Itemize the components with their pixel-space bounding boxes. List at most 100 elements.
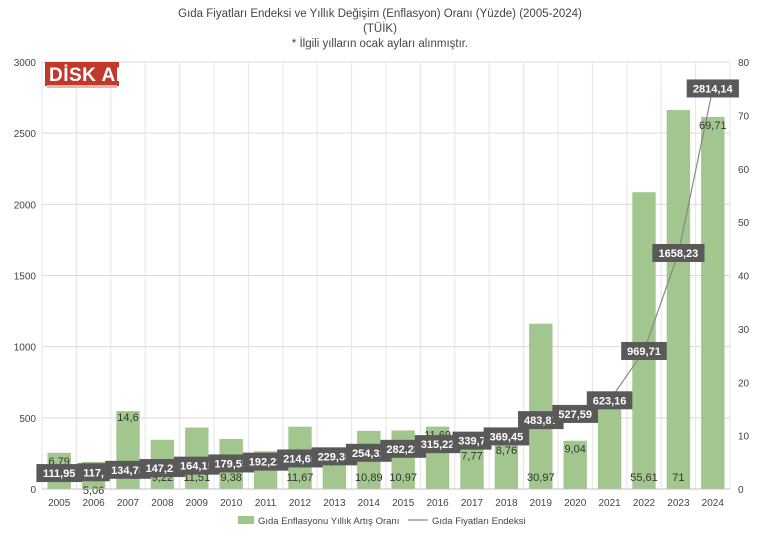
chart-title-block: Gıda Fiyatları Endeksi ve Yıllık Değişim… xyxy=(178,8,582,50)
x-tick-2017: 2017 xyxy=(461,498,484,509)
bar-2023 xyxy=(666,110,691,489)
bar-2018 xyxy=(494,442,519,489)
chart-title: Gıda Fiyatları Endeksi ve Yıllık Değişim… xyxy=(178,8,582,20)
y-left-tick: 2000 xyxy=(14,200,37,211)
line-label-text: 192,22 xyxy=(249,457,283,469)
x-tick-2022: 2022 xyxy=(633,498,656,509)
line-label-box xyxy=(208,454,254,473)
line-label-box xyxy=(77,463,110,482)
bar-label-2020: 9,04 xyxy=(564,444,585,456)
x-tick-2006: 2006 xyxy=(82,498,105,509)
line-label-2021: 623,16 xyxy=(586,391,633,410)
x-tick-2010: 2010 xyxy=(220,498,243,509)
bar-label-2006: 5,06 xyxy=(83,485,104,497)
bar-2021 xyxy=(597,392,622,489)
line-label-text: 111,95 xyxy=(43,468,75,480)
line-label-box xyxy=(380,439,426,458)
y-right-tick: 30 xyxy=(738,325,750,336)
x-tick-2013: 2013 xyxy=(323,498,346,509)
line-label-box xyxy=(586,391,633,410)
bar-label-2019: 30,97 xyxy=(527,472,555,484)
x-tick-2019: 2019 xyxy=(530,498,553,509)
line-label-2018: 369,45 xyxy=(483,427,530,446)
bar-label-2014: 10,89 xyxy=(355,472,383,484)
line-label-text: 1658,23 xyxy=(659,248,699,260)
line-label-box xyxy=(452,431,492,450)
line-label-text: 254,32 xyxy=(352,448,386,460)
line-label-box xyxy=(242,452,289,471)
line-label-text: 339,7 xyxy=(458,436,486,448)
line-label-2017: 339,7 xyxy=(452,431,492,450)
y-left-tick: 2500 xyxy=(14,129,37,140)
line-label-text: 229,35 xyxy=(318,451,352,463)
line-label-box xyxy=(621,341,667,360)
bar-2020 xyxy=(563,440,587,489)
line-label-2011: 192,22 xyxy=(242,452,289,471)
line-label-box xyxy=(686,79,739,98)
line-label-text: 179,55 xyxy=(214,458,248,470)
x-tick-2005: 2005 xyxy=(48,498,71,509)
line-label-box xyxy=(139,459,186,478)
y-left-tick: 1000 xyxy=(14,343,37,354)
bar-label-2015: 10,97 xyxy=(389,472,417,484)
x-tick-2024: 2024 xyxy=(702,498,725,509)
line-label-2005: 111,95 xyxy=(36,464,82,483)
bar-2024 xyxy=(701,116,725,489)
legend-swatch-bar xyxy=(238,516,254,524)
line-label-box xyxy=(174,456,220,475)
line-label-2012: 214,65 xyxy=(277,449,323,468)
line-label-2009: 164,15 xyxy=(174,456,220,475)
y-right-tick: 10 xyxy=(738,432,750,443)
y-right-tick: 40 xyxy=(738,272,750,283)
y-right-tick: 70 xyxy=(738,111,750,122)
bar-label-2022: 55,61 xyxy=(630,472,658,484)
logo: DİSK AR xyxy=(45,62,130,88)
y-right-tick: 80 xyxy=(738,58,750,69)
x-tick-2008: 2008 xyxy=(151,498,174,509)
bar-label-2012: 11,67 xyxy=(287,472,314,484)
line-label-text: 117, xyxy=(83,467,104,479)
x-tick-2015: 2015 xyxy=(392,498,415,509)
line-label-box xyxy=(652,243,705,262)
line-label-text: 369,45 xyxy=(490,431,524,443)
bar-label-2023: 71 xyxy=(672,472,684,484)
logo-text: DİSK AR xyxy=(49,65,130,86)
line-label-2023: 1658,23 xyxy=(652,243,705,262)
line-label-text: 315,22 xyxy=(421,439,455,451)
line-label-text: 2814,14 xyxy=(693,83,734,95)
x-tick-2007: 2007 xyxy=(117,498,140,509)
line-label-2024: 2814,14 xyxy=(686,79,739,98)
legend: Gıda Enflasyonu Yıllık Artış Oranı Gıda F… xyxy=(238,516,525,527)
y-right-tick: 50 xyxy=(738,218,750,229)
line-label-2015: 282,23 xyxy=(380,439,426,458)
line-label-text: 147,21 xyxy=(146,463,180,475)
x-tick-2020: 2020 xyxy=(564,498,587,509)
y-right-tick: 20 xyxy=(738,378,750,389)
logo-background xyxy=(45,62,119,86)
line-label-text: 527,59 xyxy=(558,409,592,421)
chart-note: * İlgili yılların ocak ayları alınmıştır… xyxy=(292,37,468,50)
line-label-2016: 315,22 xyxy=(414,435,461,454)
chart-subtitle: (TÜİK) xyxy=(363,22,397,35)
x-tick-2023: 2023 xyxy=(667,498,690,509)
bar-label-2024: 69,71 xyxy=(699,120,727,132)
line-label-box xyxy=(552,404,598,423)
bar-label-2010: 9,38 xyxy=(220,472,241,484)
line-label-2022: 969,71 xyxy=(621,341,667,360)
line-label-2014: 254,32 xyxy=(346,443,392,462)
x-tick-2021: 2021 xyxy=(598,498,621,509)
line-label-box xyxy=(36,464,82,483)
line-label-2019: 483,87 xyxy=(518,411,564,430)
x-tick-2018: 2018 xyxy=(495,498,518,509)
line-label-text: 969,71 xyxy=(627,346,661,358)
axes: 0 500 1000 1500 2000 2500 3000 0 10 20 30 40 50 60 70 8… xyxy=(14,58,750,509)
bar-label-2017: 7,77 xyxy=(461,451,482,463)
gridlines xyxy=(41,61,731,490)
line-label-2013: 229,35 xyxy=(311,447,358,466)
line-label-2020: 527,59 xyxy=(552,404,598,423)
bar-label-2009: 11,51 xyxy=(183,472,210,484)
x-tick-2011: 2011 xyxy=(255,498,277,509)
line-label-2008: 147,21 xyxy=(139,459,186,478)
line-label-box xyxy=(414,435,461,454)
